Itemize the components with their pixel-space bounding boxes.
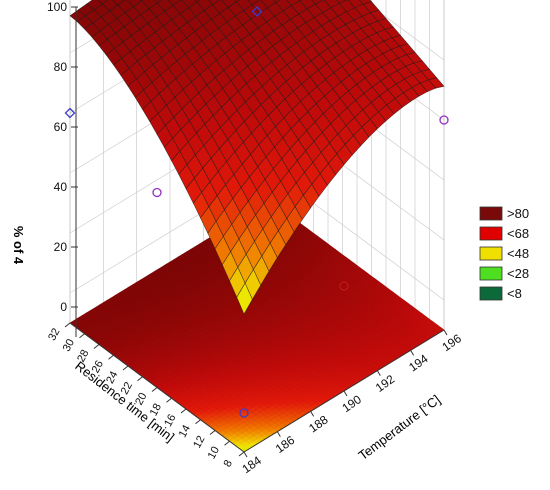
data-point xyxy=(239,408,249,418)
x-tick-label: 28 xyxy=(75,348,91,364)
y-tick-label: 196 xyxy=(439,331,464,354)
y-tick-label: 184 xyxy=(239,453,264,476)
x-tick-label: 18 xyxy=(148,402,164,418)
x-tick-label: 16 xyxy=(162,412,178,428)
z-tick-label: 0 xyxy=(60,300,67,314)
x-tick-label: 14 xyxy=(177,423,193,439)
y-tick-label: 186 xyxy=(273,433,298,456)
data-point xyxy=(251,6,263,17)
x-tick-label: 26 xyxy=(90,359,106,375)
legend-swatch xyxy=(479,246,503,261)
surface-cell xyxy=(236,282,253,315)
y-tick xyxy=(276,431,281,437)
y-tick xyxy=(443,329,448,336)
y-tick-label: 192 xyxy=(373,372,398,395)
x-tick xyxy=(108,354,114,360)
x-tick xyxy=(195,419,201,425)
legend-label: >80 xyxy=(507,206,529,221)
y-tick-label: 188 xyxy=(306,412,331,435)
y-tick xyxy=(376,370,381,376)
surface-cell xyxy=(273,0,281,3)
legend-label: <48 xyxy=(507,246,529,261)
data-point xyxy=(64,107,76,119)
x-tick xyxy=(137,376,143,382)
x-tick xyxy=(122,365,129,371)
x-tick-label: 32 xyxy=(46,326,62,342)
legend-label: <8 xyxy=(507,286,522,301)
data-point xyxy=(152,187,162,198)
x-tick xyxy=(79,333,85,339)
y-tick xyxy=(243,451,248,458)
x-tick-label: 24 xyxy=(104,369,120,385)
x-tick-label: 20 xyxy=(133,391,149,407)
chart-surface xyxy=(69,0,445,315)
z-tick-label: 100 xyxy=(47,0,67,14)
x-tick-label: 10 xyxy=(206,445,222,461)
y-tick-label: 190 xyxy=(339,392,364,415)
legend: >80 <68 <48 <28 <8 xyxy=(479,206,529,301)
z-tick-label: 40 xyxy=(54,180,68,194)
x-tick-label: 30 xyxy=(61,337,77,353)
legend-swatch xyxy=(479,266,503,281)
legend-label: <68 xyxy=(507,226,529,241)
y-tick-label: 194 xyxy=(406,351,431,374)
x-tick xyxy=(64,322,71,328)
x-tick xyxy=(180,408,187,414)
y-tick xyxy=(343,390,348,397)
x-tick xyxy=(209,430,216,435)
legend-swatch xyxy=(479,286,503,301)
x-tick-label: 22 xyxy=(119,380,135,396)
x-tick xyxy=(151,387,158,392)
z-tick-label: 80 xyxy=(54,60,68,74)
y-tick xyxy=(410,350,415,356)
data-point xyxy=(339,281,349,291)
chart-axes: 0204060801008101214161820222426283032184… xyxy=(46,0,464,476)
z-tick-label: 60 xyxy=(54,120,68,134)
legend-swatch xyxy=(479,206,503,221)
x-tick-label: 8 xyxy=(222,458,235,469)
surface-cell xyxy=(154,0,163,4)
x-tick xyxy=(224,440,230,446)
chart-points xyxy=(64,6,449,418)
z-tick-label: 20 xyxy=(54,240,68,254)
x-tick xyxy=(238,451,245,457)
y-tick xyxy=(310,411,315,417)
legend-label: <28 xyxy=(507,266,529,281)
x-tick xyxy=(166,397,172,403)
data-point xyxy=(439,115,449,125)
legend-swatch xyxy=(479,226,503,241)
x-tick-label: 12 xyxy=(191,434,207,450)
z-axis-label: % of 4 xyxy=(11,226,26,265)
y-axis-label: Temperature [°C] xyxy=(355,392,443,463)
x-tick xyxy=(93,344,100,349)
